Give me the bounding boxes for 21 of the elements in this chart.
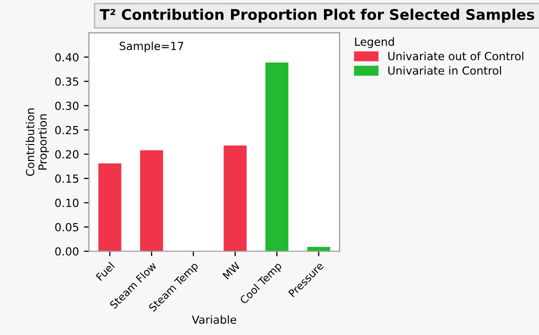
legend-label: Univariate in Control [388, 66, 501, 75]
y-tick-label: 0.35 [55, 77, 78, 86]
bar [265, 62, 288, 252]
legend-title: Legend [355, 37, 394, 48]
x-tick-label: MW [222, 261, 240, 280]
y-axis-title: Contribution Proportion [26, 108, 49, 176]
legend-label: Univariate out of Control [388, 52, 524, 60]
x-axis-title: Variable [192, 315, 236, 324]
y-tick-label: 0.30 [55, 102, 78, 110]
bar [224, 145, 247, 252]
y-tick-label: 0.25 [55, 126, 78, 134]
y-tick-label: 0.15 [55, 174, 78, 183]
y-tick-label: 0.00 [55, 247, 78, 256]
annotation: Sample=17 [120, 42, 184, 52]
y-tick-label: 0.10 [55, 198, 78, 208]
bar [140, 150, 164, 252]
y-tick-label: 0.40 [55, 53, 78, 62]
chart-title: T² Contribution Proportion Plot for Selected Samples [100, 8, 534, 23]
bar [98, 163, 122, 252]
y-tick-label: 0.20 [55, 150, 78, 159]
y-tick-label: 0.05 [55, 222, 78, 232]
